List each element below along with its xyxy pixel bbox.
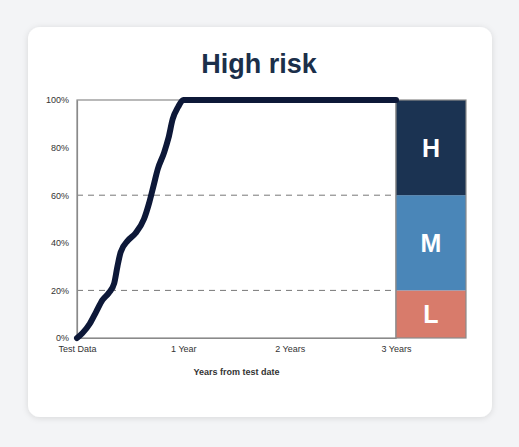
x-tick-label: Test Data [58, 344, 96, 354]
x-tick-label: 1 Year [171, 344, 197, 354]
chart-svg: High risk L M H 0% 20% 40% 60% 80% 100% Test Data 1… [0, 0, 519, 447]
x-tick-label: 3 Years [381, 344, 412, 354]
plot-area [77, 100, 396, 338]
y-tick: 20% [51, 286, 77, 296]
title: High risk [201, 49, 318, 79]
x-tick: 3 Years [381, 338, 412, 354]
y-tick-label: 40% [51, 238, 69, 248]
band-boundary-line [77, 195, 396, 196]
risk-band-label: M [421, 229, 442, 257]
risk-band-label: L [423, 300, 438, 328]
plot-frame [77, 100, 396, 338]
y-axis-line [77, 101, 78, 339]
y-axis: 0% 20% 40% 60% 80% 100% [46, 95, 78, 343]
y-tick-label: 80% [51, 143, 69, 153]
card [28, 27, 492, 417]
band-boundary-line [77, 290, 396, 291]
x-axis-title: Years from test date [193, 367, 279, 377]
y-tick: 60% [51, 191, 77, 201]
risk-band [396, 195, 466, 290]
band-frame [396, 100, 466, 338]
y-tick: 100% [46, 95, 77, 105]
y-tick: 40% [51, 238, 77, 248]
x-axis-line [78, 338, 397, 339]
x-tick-label: 2 Years [275, 344, 306, 354]
x-tick: 2 Years [275, 338, 306, 354]
risk-bands: L M H [396, 100, 466, 338]
x-axis: Test Data 1 Year 2 Years 3 Years [58, 338, 412, 354]
y-tick-label: 60% [51, 191, 69, 201]
y-tick: 80% [51, 143, 77, 153]
y-tick-label: 0% [56, 333, 69, 343]
y-tick-label: 20% [51, 286, 69, 296]
data-line [77, 100, 396, 338]
y-tick-label: 100% [46, 95, 69, 105]
risk-band [396, 290, 466, 338]
y-tick: 0% [56, 333, 77, 343]
risk-band-label: H [422, 134, 440, 162]
x-tick: 1 Year [171, 338, 197, 354]
risk-band [396, 100, 466, 195]
